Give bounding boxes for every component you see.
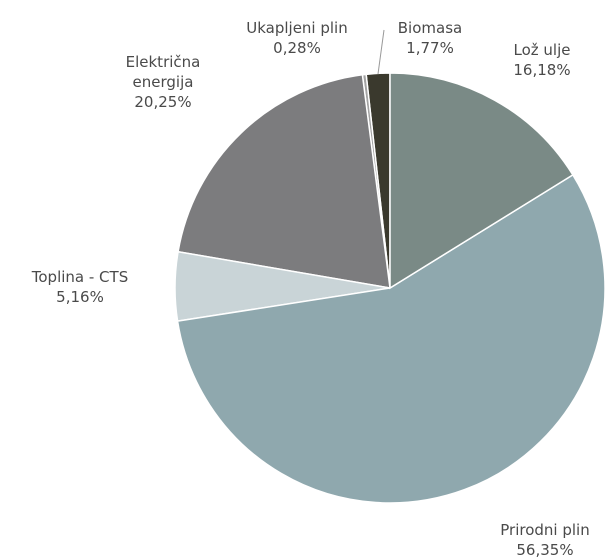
- leader-line: [377, 29, 385, 75]
- value-label: 1,77%: [406, 39, 454, 57]
- slice-label: Prirodni plin 56,35%: [475, 520, 614, 559]
- slice-label: Lož ulje 16,18%: [482, 40, 602, 80]
- value-label: 16,18%: [513, 61, 571, 79]
- value-label: 0,28%: [273, 39, 321, 57]
- slice-label: Biomasa 1,77%: [375, 18, 485, 58]
- category-label: Lož ulje: [513, 41, 571, 59]
- pie-slice: [177, 73, 391, 289]
- pie-slice: [389, 72, 574, 290]
- value-label: 56,35%: [516, 541, 574, 559]
- slice-label: Toplina - CTS 5,16%: [0, 267, 160, 307]
- value-label: 20,25%: [134, 93, 192, 111]
- category-label: Ukapljeni plin: [246, 19, 348, 37]
- category-label: Toplina - CTS: [31, 268, 129, 286]
- pie-slice: [176, 173, 606, 504]
- slice-label: Ukapljeni plin 0,28%: [217, 18, 377, 58]
- category-label: Električna energija: [125, 53, 201, 91]
- slice-label: Električna energija 20,25%: [108, 52, 218, 112]
- category-label: Biomasa: [397, 19, 463, 37]
- category-label: Prirodni plin: [500, 521, 590, 539]
- value-label: 5,16%: [56, 288, 104, 306]
